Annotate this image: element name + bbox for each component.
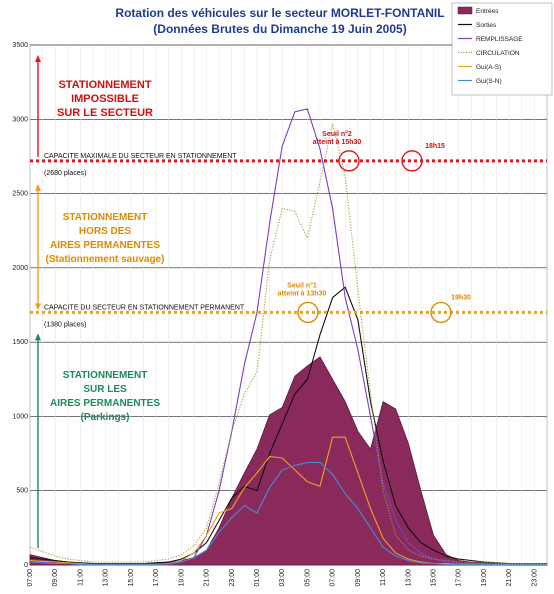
y-tick-label: 1500 <box>12 339 28 346</box>
seuil2-label: Seuil n°2 <box>322 130 352 138</box>
x-tick-label: 17:00 <box>456 569 463 587</box>
zone-orange-arrowhead-up <box>35 183 41 191</box>
x-tick-label: 21:00 <box>204 569 211 587</box>
threshold-label-max: CAPACITE MAXIMALE DU SECTEUR EN STATIONN… <box>44 153 237 160</box>
zone-orange-arrowhead-down <box>35 303 41 311</box>
x-tick-label: 05:00 <box>304 569 311 587</box>
x-tick-label: 03:00 <box>279 569 286 587</box>
x-tick-label: 09:00 <box>355 569 362 587</box>
legend-label-gui-s-n: Gui(S-N) <box>476 78 502 85</box>
legend-label-entr-es: Entrées <box>476 8 499 15</box>
zone-orange-text: (Stationnement sauvage) <box>46 254 165 265</box>
x-tick-label: 17:00 <box>153 569 160 587</box>
seuil2-end-label: 18h15 <box>425 143 445 150</box>
chart-title: Rotation des véhicules sur le secteur MO… <box>115 6 444 20</box>
zone-orange-text: HORS DES <box>79 226 132 237</box>
seuil1-end-circle <box>430 301 452 324</box>
y-tick-label: 2500 <box>12 191 28 198</box>
zone-red-arrowhead <box>35 55 41 62</box>
x-tick-label: 21:00 <box>506 569 513 587</box>
threshold-places-max: (2680 places) <box>44 170 86 177</box>
seuil1-time: atteint à 13h30 <box>278 290 327 297</box>
seuil1-circle <box>297 301 319 324</box>
legend-label-sorties: Sorties <box>476 22 497 29</box>
seuil2-circle <box>338 150 360 172</box>
threshold-places-permanent: (1380 places) <box>44 321 86 328</box>
series-line-sorties <box>29 286 547 565</box>
zone-green-text: (Parkings) <box>81 412 130 423</box>
x-tick-label: 19:00 <box>178 569 185 587</box>
y-tick-label: 1000 <box>12 413 28 420</box>
x-tick-label: 07:00 <box>330 569 337 587</box>
x-tick-label: 09:00 <box>52 569 59 587</box>
zone-red-text: STATIONNEMENT <box>58 79 151 91</box>
zone-red-text: SUR LE SECTEUR <box>57 107 153 119</box>
zone-green-text: STATIONNEMENT <box>63 370 148 381</box>
seuil1-label: Seuil n°1 <box>287 281 317 289</box>
x-tick-label: 15:00 <box>128 569 135 587</box>
x-tick-label: 11:00 <box>77 569 84 586</box>
zone-green-text: AIRES PERMANENTES <box>50 398 160 409</box>
y-tick-label: 2000 <box>12 265 28 272</box>
chart-subtitle: (Données Brutes du Dimanche 19 Juin 2005… <box>153 22 406 36</box>
x-tick-label: 13:00 <box>405 569 412 587</box>
legend-label-gui-a-s: Gui(A-S) <box>476 64 501 71</box>
x-tick-label: 19:00 <box>481 569 488 587</box>
zone-green-text: SUR LES <box>83 384 127 395</box>
zone-orange-text: STATIONNEMENT <box>63 212 148 223</box>
y-tick-label: 3500 <box>12 42 28 49</box>
legend-label-remplissage: REMPLISSAGE <box>476 36 523 43</box>
legend-label-circulation: CIRCULATION <box>476 50 520 57</box>
seuil2-time: atteint à 15h30 <box>313 139 362 146</box>
threshold-label-permanent: CAPACITE DU SECTEUR EN STATIONNEMENT PER… <box>44 304 245 311</box>
legend-swatch-entr-es <box>457 6 473 15</box>
zone-green-arrowhead <box>35 333 41 341</box>
x-tick-label: 15:00 <box>431 569 438 587</box>
y-tick-label: 3000 <box>12 116 28 123</box>
zone-red-text: IMPOSSIBLE <box>71 93 139 105</box>
x-tick-label: 07:00 <box>27 569 34 587</box>
series-line-gui-s-n <box>29 461 547 565</box>
x-tick-label: 11:00 <box>380 569 387 586</box>
x-tick-label: 01:00 <box>254 569 261 587</box>
series-line-remplissage <box>30 108 547 566</box>
x-tick-label: 23:00 <box>229 569 236 587</box>
legend: Entrées Sorties REMPLISSAGE CIRCULATION Gui(… <box>451 2 553 96</box>
legend-box <box>451 2 553 96</box>
seuil2-end-circle <box>401 150 423 172</box>
x-tick-label: 13:00 <box>103 569 110 587</box>
x-tick-label: 23:00 <box>531 569 538 587</box>
y-tick-label: 0 <box>24 562 28 569</box>
y-tick-label: 500 <box>16 488 28 495</box>
zone-orange-text: AIRES PERMANENTES <box>50 240 160 251</box>
seuil1-end-label: 19h30 <box>451 294 471 301</box>
